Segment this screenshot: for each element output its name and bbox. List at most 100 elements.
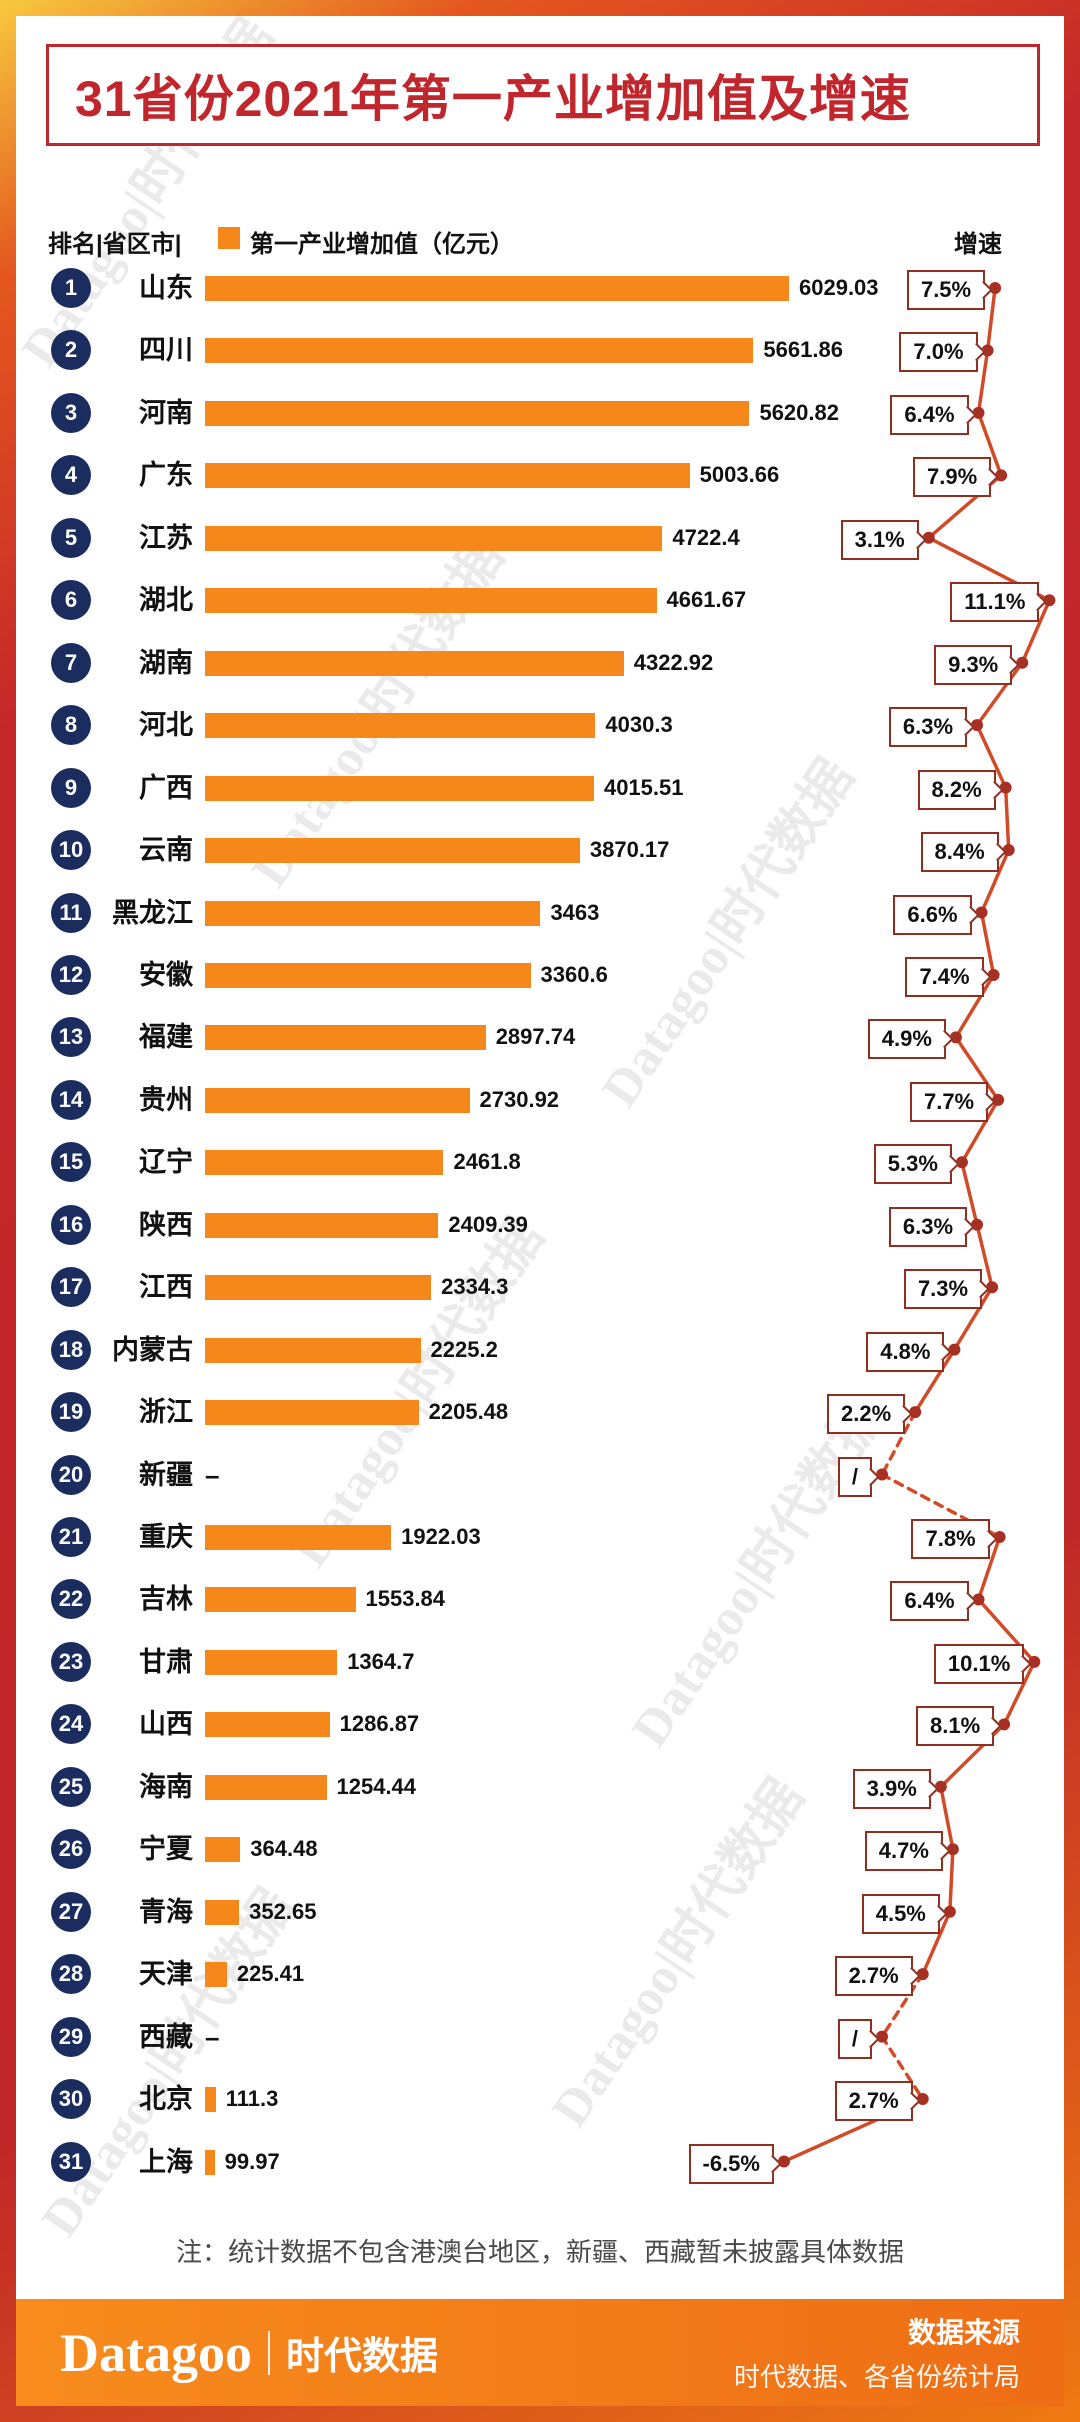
rank-badge: 21	[51, 1517, 91, 1557]
growth-box-pointer	[956, 717, 975, 737]
column-headers: 排名|省区市| 第一产业增加值（亿元） 增速	[48, 222, 1002, 258]
value-label: 225.41	[236, 1961, 305, 1987]
province-label: 吉林	[139, 1584, 193, 1615]
growth-box-pointer	[1013, 1654, 1033, 1674]
growth-box: 3.9%	[852, 1768, 939, 1809]
rank-badge: 16	[51, 1204, 91, 1245]
value-bar	[205, 400, 750, 426]
province-label: 宁夏	[139, 1834, 193, 1865]
province-label: 河南	[139, 397, 193, 428]
value-bar	[205, 900, 541, 926]
value-bar	[205, 1275, 432, 1301]
value-bar	[205, 1525, 392, 1550]
value-label: 2897.74	[495, 1024, 576, 1050]
growth-box-pointer	[932, 1842, 951, 1861]
growth-box: 2.7%	[834, 2081, 921, 2122]
growth-box-pointer	[983, 1717, 1002, 1736]
rank-badge: 3	[51, 392, 91, 433]
value-label: 1286.87	[339, 1711, 420, 1737]
value-bar	[205, 1962, 227, 1988]
province-label: 山东	[139, 273, 193, 303]
value-bar	[205, 1649, 338, 1675]
no-data-dash: –	[205, 1459, 220, 1490]
rank-badge: 19	[51, 1392, 91, 1433]
province-label: 河北	[139, 710, 193, 741]
value-label: 2409.39	[448, 1211, 528, 1237]
growth-box-pointer	[902, 1966, 921, 1986]
growth-box-pointer	[972, 967, 992, 987]
growth-box: 10.1%	[933, 1643, 1033, 1684]
rank-region-header: 排名|省区市|	[48, 231, 182, 258]
value-label: 4030.3	[605, 712, 673, 738]
value-bar	[205, 1150, 444, 1176]
value-label: 364.48	[250, 1836, 318, 1862]
growth-box: 4.5%	[861, 1893, 948, 1934]
value-bar	[205, 838, 580, 864]
rank-badge: 4	[51, 455, 91, 496]
province-label: 海南	[139, 1771, 193, 1802]
growth-box: 7.9%	[912, 457, 999, 498]
value-bar	[205, 1337, 421, 1363]
value-label: 4322.92	[633, 649, 714, 675]
growth-box-pointer	[929, 1904, 948, 1923]
growth-box: 6.4%	[890, 394, 977, 435]
growth-box-pointer	[980, 468, 999, 487]
province-label: 重庆	[139, 1522, 193, 1552]
province-label: 上海	[139, 2146, 193, 2177]
value-label: 1553.84	[365, 1586, 446, 1612]
growth-box: 7.8%	[911, 1519, 998, 1559]
brand-name-cn: 时代数据	[285, 2336, 438, 2378]
value-label: 1254.44	[336, 1773, 417, 1799]
province-label: 广西	[139, 772, 193, 803]
province-label: 江西	[139, 1272, 193, 1303]
province-label: 安徽	[139, 959, 193, 990]
value-label: 1364.7	[347, 1648, 415, 1674]
rank-badge: 2	[51, 330, 91, 371]
rank-badge: 9	[51, 767, 91, 808]
growth-box-pointer	[902, 2091, 921, 2111]
growth-box-pointer	[974, 280, 993, 300]
value-bar	[205, 2149, 215, 2175]
growth-box: 11.1%	[950, 582, 1048, 623]
footnote: 注：统计数据不包含港澳台地区，新疆、西藏暂未披露具体数据	[175, 2237, 904, 2267]
value-bar	[205, 588, 657, 614]
growth-box: 7.5%	[906, 270, 993, 310]
growth-box-pointer	[984, 780, 1004, 799]
rank-badge: 25	[51, 1766, 91, 1807]
rank-badge: 27	[51, 1891, 91, 1932]
province-label: 青海	[139, 1896, 193, 1927]
rank-badge: 30	[51, 2079, 91, 2120]
growth-box: 8.4%	[920, 832, 1007, 873]
value-bar	[205, 1087, 470, 1113]
rank-badge: 1	[51, 268, 91, 308]
growth-box: 7.0%	[899, 332, 986, 373]
growth-box-pointer	[971, 1279, 990, 1299]
value-label: 2730.92	[479, 1086, 560, 1112]
brand-name: Datagoo	[60, 2322, 252, 2383]
value-label: 4722.4	[672, 524, 740, 550]
brand-divider	[267, 2330, 270, 2375]
growth-box-pointer	[1028, 593, 1048, 612]
growth-box-pointer	[957, 405, 977, 425]
rank-badge: 7	[51, 642, 91, 683]
province-label: 天津	[139, 1959, 193, 1990]
province-label: 黑龙江	[112, 897, 193, 928]
growth-box-pointer	[861, 2029, 880, 2048]
growth-box: -6.5%	[688, 2143, 782, 2184]
value-label: 3870.17	[589, 837, 670, 863]
value-label: 6029.03	[799, 275, 879, 300]
brand-logo: Datagoo 时代数据	[60, 2322, 438, 2384]
value-label: 5620.82	[759, 399, 839, 425]
rank-badge: 11	[51, 892, 91, 933]
province-label: 湖北	[139, 585, 193, 616]
rank-badge: 28	[51, 1954, 91, 1995]
rank-badge: 6	[51, 580, 91, 621]
province-label: 甘肃	[139, 1646, 193, 1677]
rank-badge: 8	[51, 705, 91, 746]
province-label: 云南	[139, 835, 193, 866]
growth-box: 3.1%	[840, 519, 927, 560]
growth-box-pointer	[960, 905, 980, 924]
footer: Datagoo 时代数据 数据来源 时代数据、各省份统计局	[16, 2299, 1064, 2406]
